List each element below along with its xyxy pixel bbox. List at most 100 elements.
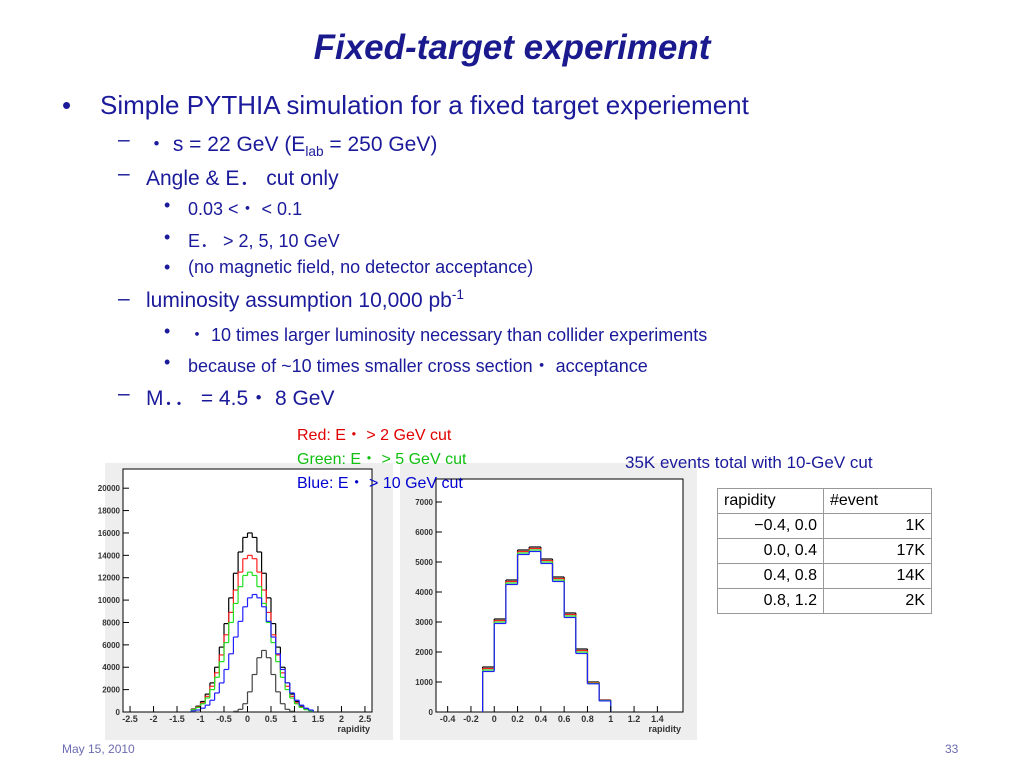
bullet-text: ・ s = 22 GeV (Elab = 250 GeV) xyxy=(146,128,437,159)
table-row: −0.4, 0.0 1K xyxy=(717,513,932,539)
bullet-text: 0.03 <・ < 0.1 xyxy=(188,195,302,221)
bullet-text: Angle & E． cut only xyxy=(146,162,339,192)
y-tick-label: 12000 xyxy=(98,574,121,583)
y-tick-label: 4000 xyxy=(415,588,433,597)
y-tick-label: 3000 xyxy=(415,618,433,627)
plot-frame xyxy=(435,478,684,713)
y-tick-label: 2000 xyxy=(102,686,120,695)
x-tick-label: -1.5 xyxy=(169,714,185,724)
table-cell: 0.0, 0.4 xyxy=(717,538,824,564)
bullet-text-main: Angle & E． cut only xyxy=(146,167,339,190)
table-body: −0.4, 0.0 1K 0.0, 0.4 17K 0.4, 0.8 14K 0.8, 1.… xyxy=(717,513,932,614)
bullet-text-tail: = 250 GeV) xyxy=(323,133,438,156)
bullet-text: luminosity assumption 10,000 pb-1 xyxy=(146,287,464,313)
y-tick-label: 6000 xyxy=(102,641,120,650)
y-tick-label: 0 xyxy=(116,708,121,717)
x-tick-label: -2.5 xyxy=(122,714,138,724)
bullet-marker: • xyxy=(164,227,171,247)
x-tick-label: 2.5 xyxy=(359,714,372,724)
x-tick-label: 0.5 xyxy=(265,714,278,724)
x-tick-label: 0.6 xyxy=(558,714,571,724)
y-tick-label: 8000 xyxy=(102,618,120,627)
footer-date: May 15, 2010 xyxy=(62,742,135,756)
bullet-marker: • xyxy=(164,321,171,341)
table-header: rapidity #event xyxy=(717,488,932,514)
subscript: lab xyxy=(305,144,324,160)
table-cell: 17K xyxy=(823,538,932,564)
y-tick-label: 18000 xyxy=(98,507,121,516)
x-tick-label: 0 xyxy=(492,714,497,724)
bullet-marker: – xyxy=(118,382,130,405)
bullet-marker: • xyxy=(62,90,72,120)
table-cell: 2K xyxy=(823,588,932,614)
table-cell: 14K xyxy=(823,563,932,589)
bullet-text: ・ 10 times larger luminosity necessary t… xyxy=(188,321,707,347)
x-axis-label: rapidity xyxy=(337,724,370,734)
table-row: 0.4, 0.8 14K xyxy=(717,563,932,589)
bullet-marker: – xyxy=(118,128,130,151)
bullet-text: E． > 2, 5, 10 GeV xyxy=(188,227,340,253)
y-tick-label: 10000 xyxy=(98,596,121,605)
y-tick-label: 0 xyxy=(429,708,434,717)
bullet-marker: • xyxy=(164,195,171,215)
bullet-text-main: (no magnetic field, no detector acceptan… xyxy=(188,257,534,277)
bullet-text-main: because of ~10 times smaller cross secti… xyxy=(188,356,648,376)
bullet-marker: – xyxy=(118,287,130,310)
bullet-text: because of ~10 times smaller cross secti… xyxy=(188,352,648,378)
table-row: 0.0, 0.4 17K xyxy=(717,538,932,564)
bullet-marker: • xyxy=(164,352,171,372)
x-tick-label: 1.4 xyxy=(651,714,664,724)
x-tick-label: 1 xyxy=(608,714,613,724)
y-tick-label: 2000 xyxy=(415,648,433,657)
legend-entry: Green: E・ > 5 GeV cut xyxy=(297,451,467,468)
bullet-text: (no magnetic field, no detector acceptan… xyxy=(188,257,533,278)
bullet-text-main: ・ s = 22 GeV (E xyxy=(146,133,306,156)
x-tick-label: -0.4 xyxy=(440,714,456,724)
table-row: 0.8, 1.2 2K xyxy=(717,588,932,614)
y-tick-label: 7000 xyxy=(415,498,433,507)
x-tick-label: 1 xyxy=(292,714,297,724)
table-cell: −0.4, 0.0 xyxy=(717,513,824,539)
note: 35K events total with 10-GeV cut xyxy=(625,453,873,472)
x-tick-label: 2 xyxy=(339,714,344,724)
y-tick-label: 16000 xyxy=(98,529,121,538)
y-tick-label: 14000 xyxy=(98,551,121,560)
bullet-text-main: 0.03 <・ < 0.1 xyxy=(188,199,303,219)
x-tick-label: -0.5 xyxy=(216,714,232,724)
bullet-marker: – xyxy=(118,162,130,185)
x-tick-label: 0.8 xyxy=(581,714,594,724)
x-tick-label: 0.4 xyxy=(535,714,548,724)
header-cell: rapidity xyxy=(717,488,824,514)
bullet-text-main: luminosity assumption 10,000 pb xyxy=(146,289,452,312)
footer-page: 33 xyxy=(945,742,959,756)
header-cell: #event xyxy=(823,488,932,514)
bullet-text-main: Simple PYTHIA simulation for a fixed tar… xyxy=(100,90,749,120)
table-cell: 1K xyxy=(823,513,932,539)
event-table: rapidity #event −0.4, 0.0 1K 0.0, 0.4 17K 0.4… xyxy=(717,488,932,614)
bullet-text-main: ・ 10 times larger luminosity necessary t… xyxy=(188,325,708,345)
x-tick-label: -0.2 xyxy=(463,714,479,724)
x-tick-label: 1.2 xyxy=(628,714,641,724)
y-tick-label: 20000 xyxy=(98,484,121,493)
x-tick-label: 1.5 xyxy=(312,714,325,724)
slide-title: Fixed-target experiment xyxy=(313,28,711,67)
bullet-marker: • xyxy=(164,257,171,277)
y-tick-label: 1000 xyxy=(415,678,433,687)
y-tick-label: 5000 xyxy=(415,558,433,567)
bullet-text: Simple PYTHIA simulation for a fixed tar… xyxy=(100,90,749,121)
y-tick-label: 4000 xyxy=(102,663,120,672)
table-cell: 0.4, 0.8 xyxy=(717,563,824,589)
x-tick-label: -2 xyxy=(150,714,158,724)
y-tick-label: 6000 xyxy=(415,528,433,537)
plot-frame xyxy=(122,468,373,713)
table-cell: 0.8, 1.2 xyxy=(717,588,824,614)
x-tick-label: -1 xyxy=(197,714,205,724)
x-axis-label: rapidity xyxy=(648,724,681,734)
bullet-text: M．． = 4.5・ 8 GeV xyxy=(146,382,335,412)
superscript: -1 xyxy=(451,287,464,302)
bullet-text-main: M．． = 4.5・ 8 GeV xyxy=(146,387,335,410)
legend-entry: Red: E・ > 2 GeV cut xyxy=(297,427,452,444)
x-tick-label: 0 xyxy=(245,714,250,724)
